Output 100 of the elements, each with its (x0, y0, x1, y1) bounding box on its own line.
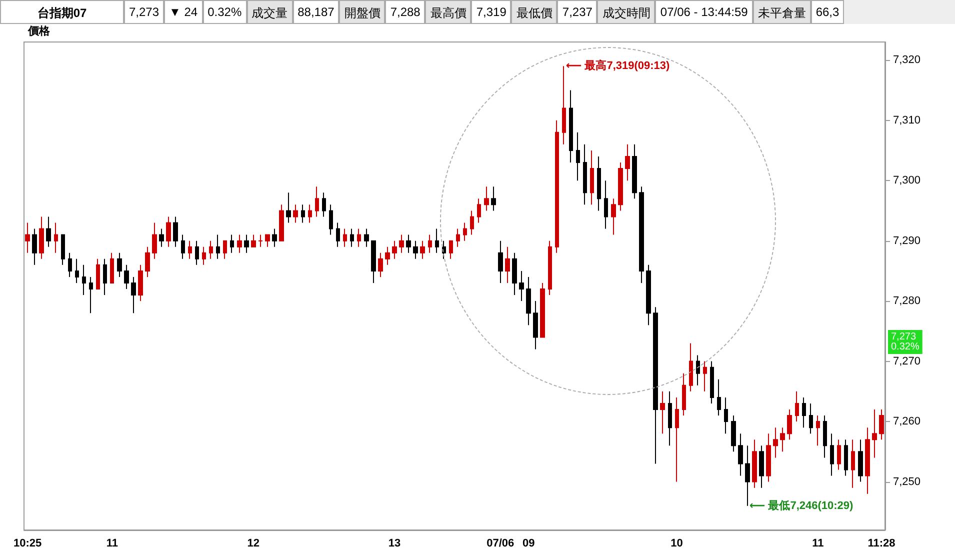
candlestick (46, 216, 51, 248)
candlestick (583, 144, 587, 206)
candlestick (442, 240, 446, 260)
candlestick (202, 246, 206, 266)
text: 未平倉量 (752, 0, 811, 24)
candlestick (406, 234, 411, 254)
candlestick (230, 234, 234, 254)
candlestick (646, 264, 651, 326)
candlestick (830, 433, 834, 476)
candlestick (632, 144, 637, 200)
candlestick (265, 234, 270, 248)
text: 66,3 (810, 0, 844, 24)
text: 7,273 (129, 5, 160, 19)
text: 7,288 (385, 0, 426, 24)
text: 7,237 (557, 0, 598, 24)
text: 最低價 (511, 0, 558, 24)
candlestick (131, 276, 136, 314)
candlestick (731, 415, 736, 452)
candlestick (195, 240, 199, 266)
candlestick (660, 390, 665, 434)
candlestick (364, 228, 369, 248)
candlestick (703, 360, 707, 392)
candlestick (816, 415, 820, 446)
annotation: ⟵ 最高7,319(09:13) (566, 59, 670, 72)
candlestick (103, 258, 107, 296)
text: 成交時間 (597, 0, 656, 24)
candlestick (251, 234, 256, 248)
candlestick (25, 222, 30, 254)
candlestick (787, 409, 792, 440)
chart-title: 台指期07 (0, 0, 124, 24)
candlestick (576, 132, 580, 182)
candlestick (858, 439, 863, 482)
candlestick (597, 156, 601, 212)
candlestick (89, 276, 93, 314)
y-axis-title: 價格 (27, 24, 51, 38)
candlestick (336, 222, 340, 248)
candlestick (392, 240, 397, 260)
candlestick (491, 186, 496, 212)
candlestick (39, 216, 44, 260)
candlestick (540, 282, 545, 338)
candlestick (724, 396, 728, 434)
candlestick (823, 415, 827, 458)
y-tick-label: 7,270 (893, 355, 921, 368)
text: 88,187 (292, 0, 340, 24)
text: 開盤價 (339, 0, 386, 24)
candlestick (378, 252, 383, 278)
candlestick (470, 210, 474, 236)
candlestick (166, 216, 171, 248)
candlestick (420, 240, 425, 260)
text: 7,273 (891, 332, 916, 342)
candlestick (449, 240, 453, 260)
candlestick (618, 162, 623, 212)
candlestick (872, 409, 877, 458)
candlestick (625, 144, 630, 182)
candlestick (173, 216, 178, 248)
candlestick (159, 228, 164, 248)
candlestick (519, 270, 524, 302)
candlestick (555, 120, 559, 254)
candlestick (752, 439, 757, 488)
candlestick (371, 240, 376, 284)
candlestick (301, 204, 305, 224)
candlestick (244, 234, 249, 254)
candlestick (639, 186, 644, 284)
candlestick (533, 300, 538, 350)
x-tick-label: 10 (670, 538, 683, 550)
candlestick (569, 90, 573, 163)
candlestick (653, 306, 658, 464)
candlestick (152, 222, 157, 260)
y-tick-label: 7,290 (893, 234, 921, 247)
y-tick-label: 7,310 (893, 114, 921, 126)
candlestick (272, 228, 277, 248)
candlestick (498, 240, 503, 284)
candlestick (689, 342, 693, 392)
candlestick (463, 222, 467, 242)
x-tick-label: 07/06 (486, 538, 514, 550)
candlestick (32, 228, 37, 266)
candlestick (809, 402, 813, 434)
candlestick (548, 240, 552, 296)
candlestick (286, 192, 291, 224)
text: ▼ 24 (164, 0, 203, 24)
candlestick (766, 433, 771, 482)
x-tick-label: 13 (388, 538, 401, 550)
candlestick (117, 252, 122, 278)
candlestick (258, 234, 263, 248)
candlestick (209, 240, 213, 260)
x-tick-label: 10:25 (13, 538, 42, 550)
candlestick (315, 186, 319, 218)
candlestick (745, 445, 750, 506)
candlestick (329, 204, 333, 236)
x-tick-label: 12 (247, 538, 260, 550)
candlestick (780, 427, 785, 452)
candlestick (795, 390, 799, 422)
candlestick (710, 360, 714, 404)
candlestick (61, 234, 65, 266)
candlestick (413, 240, 418, 260)
candlestick (110, 252, 114, 284)
candlestick (96, 258, 100, 290)
candlestick (590, 150, 594, 206)
candlestick (216, 234, 220, 260)
candlestick (505, 246, 510, 284)
